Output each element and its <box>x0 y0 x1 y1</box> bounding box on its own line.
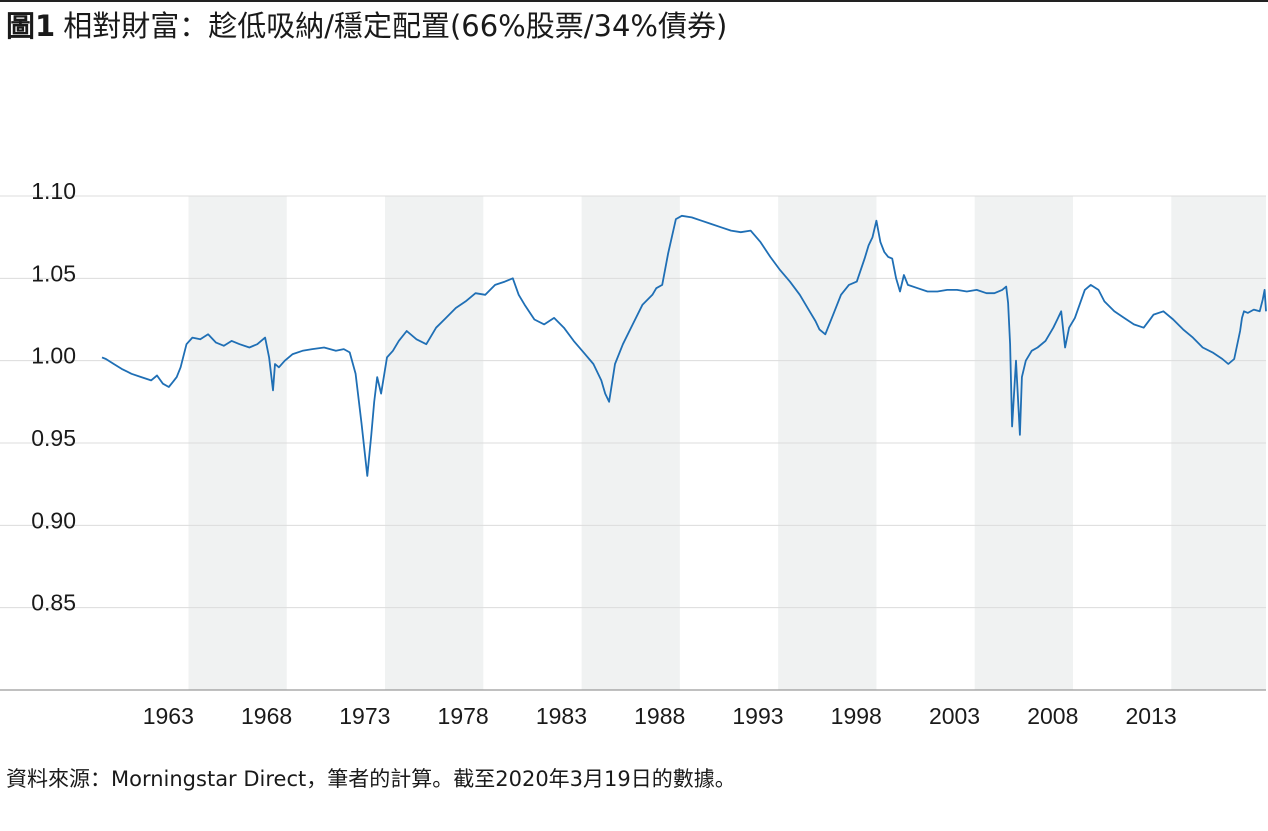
y-tick-label: 1.10 <box>31 178 76 204</box>
series-line-0 <box>101 214 1267 477</box>
chart-title: 圖1 相對財富：趁低吸納/穩定配置(66%股票/34%債券) <box>6 8 727 44</box>
chart-title-text: 相對財富：趁低吸納/穩定配置(66%股票/34%債券) <box>63 9 728 43</box>
x-tick-label: 1998 <box>831 703 882 729</box>
series-group <box>101 214 1267 477</box>
x-tick-label: 2008 <box>1027 703 1078 729</box>
y-tick-label: 1.00 <box>31 343 76 369</box>
x-tick-label: 1993 <box>732 703 783 729</box>
x-tick-label: 2003 <box>929 703 980 729</box>
source-note: 資料來源：Morningstar Direct，筆者的計算。截至2020年3月1… <box>6 767 736 791</box>
top-rule <box>0 0 1268 2</box>
x-tick-label: 1988 <box>634 703 685 729</box>
y-tick-label: 0.95 <box>31 425 76 451</box>
y-tick-label: 0.85 <box>31 590 76 616</box>
figure-label: 圖1 <box>6 9 56 43</box>
y-tick-label: 0.90 <box>31 507 76 533</box>
x-tick-label: 1983 <box>536 703 587 729</box>
x-tick-label: 1968 <box>241 703 292 729</box>
x-tick-label: 1978 <box>438 703 489 729</box>
gridlines <box>0 195 1266 609</box>
x-tick-label: 1973 <box>339 703 390 729</box>
y-axis-ticks: 0.85 0.90 0.95 1.00 1.05 1.10 <box>31 178 76 616</box>
y-tick-label: 1.05 <box>31 260 76 286</box>
x-axis-ticks: 1963 1968 1973 1978 1983 1988 1993 1998 2003 2008… <box>143 703 1177 729</box>
x-tick-label: 1963 <box>143 703 194 729</box>
x-tick-label: 2013 <box>1126 703 1177 729</box>
